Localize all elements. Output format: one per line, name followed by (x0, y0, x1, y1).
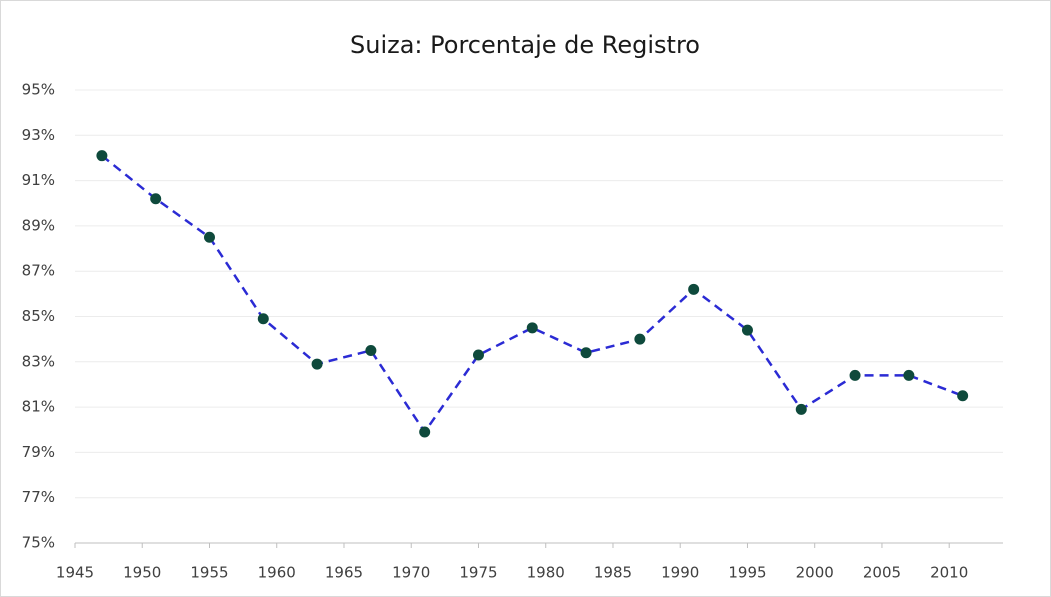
x-tick-label: 2010 (930, 564, 968, 582)
data-point (96, 150, 108, 162)
y-tick-label: 93% (22, 126, 55, 144)
chart-title: Suiza: Porcentaje de Registro (350, 31, 700, 59)
y-tick-label: 83% (22, 352, 55, 370)
data-point (849, 369, 861, 381)
data-point (203, 231, 215, 243)
x-tick-label: 1960 (258, 564, 296, 582)
x-tick-label: 1980 (527, 564, 565, 582)
data-point (311, 358, 323, 370)
y-tick-label: 89% (22, 216, 55, 234)
y-tick-label: 85% (22, 307, 55, 325)
x-tick-label: 1970 (392, 564, 430, 582)
data-point (365, 344, 377, 356)
x-tick-label: 1975 (459, 564, 497, 582)
data-point (634, 333, 646, 345)
data-point (688, 283, 700, 295)
x-tick-label: 1950 (123, 564, 161, 582)
x-tick-label: 1945 (56, 564, 94, 582)
data-line (101, 154, 964, 435)
y-tick-label: 75% (22, 534, 55, 552)
data-point (257, 313, 269, 325)
x-tick-label: 1985 (594, 564, 632, 582)
data-point (472, 349, 484, 361)
data-point (419, 426, 431, 438)
y-tick-label: 81% (22, 398, 55, 416)
x-tick-label: 1990 (661, 564, 699, 582)
data-point (795, 403, 807, 415)
y-tick-label: 91% (22, 171, 55, 189)
data-point (580, 347, 592, 359)
x-tick-label: 1965 (325, 564, 363, 582)
y-tick-label: 77% (22, 488, 55, 506)
x-tick-label: 2005 (863, 564, 901, 582)
data-point (741, 324, 753, 336)
y-tick-label: 87% (22, 262, 55, 280)
x-tick-label: 1995 (728, 564, 766, 582)
data-point (903, 369, 915, 381)
x-tick-label: 2000 (796, 564, 834, 582)
data-point (957, 390, 969, 402)
data-point (150, 193, 162, 205)
y-tick-label: 79% (22, 443, 55, 461)
data-point (526, 322, 538, 334)
x-tick-label: 1955 (190, 564, 228, 582)
y-tick-label: 95% (22, 81, 55, 99)
